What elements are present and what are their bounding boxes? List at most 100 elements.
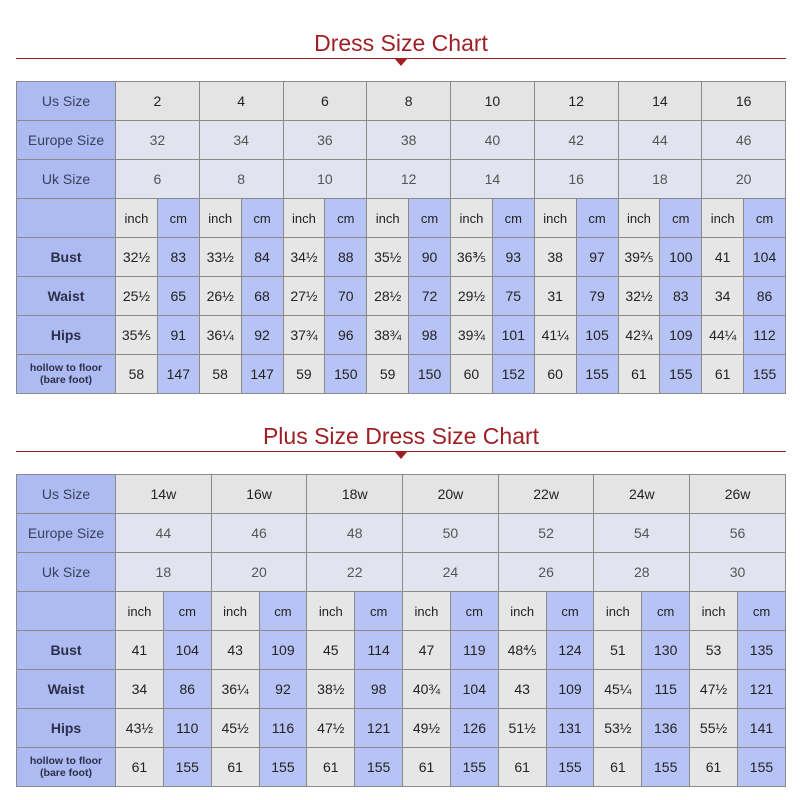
inch-cell: 38¾ bbox=[366, 315, 410, 355]
cm-cell: 155 bbox=[743, 354, 786, 394]
inch-cell: 25½ bbox=[115, 276, 158, 316]
inch-cell: 60 bbox=[450, 354, 493, 394]
cm-cell: 84 bbox=[240, 237, 284, 277]
title-rule bbox=[16, 58, 786, 71]
cm-cell: 155 bbox=[449, 747, 499, 787]
cm-cell: 155 bbox=[162, 747, 212, 787]
inch-cell: 58 bbox=[115, 354, 158, 394]
inch-cell: 58 bbox=[198, 354, 242, 394]
size-cell: 22w bbox=[497, 474, 595, 514]
label-line: Waist bbox=[47, 288, 85, 304]
cm-cell: 114 bbox=[354, 630, 404, 670]
row-label: hollow to floor (bare foot) bbox=[16, 354, 116, 394]
cm-cell: 112 bbox=[743, 315, 786, 355]
inch-cell: 36¼ bbox=[198, 315, 242, 355]
inch-cell: 40¾ bbox=[402, 669, 451, 709]
row-label: Bust bbox=[16, 630, 116, 670]
cm-cell: 155 bbox=[736, 747, 787, 787]
cm-cell: 110 bbox=[162, 708, 212, 748]
size-cell: 34 bbox=[198, 120, 284, 160]
cm-cell: 104 bbox=[743, 237, 786, 277]
cm-cell: 121 bbox=[736, 669, 787, 709]
size-cell: 38 bbox=[366, 120, 451, 160]
unit-cell: cm bbox=[449, 591, 499, 631]
size-cell: 26w bbox=[689, 474, 786, 514]
row-label bbox=[16, 198, 116, 238]
cm-cell: 150 bbox=[408, 354, 451, 394]
measure-row: hollow to floor (bare foot) 61 155 61 155 61 15… bbox=[16, 747, 787, 787]
measure-row: Bust 41 104 43 109 45 114 47 119 48⅘ 124 51 130 53 135 bbox=[16, 630, 787, 670]
cm-cell: 121 bbox=[354, 708, 404, 748]
cm-cell: 141 bbox=[736, 708, 787, 748]
inch-cell: 34 bbox=[115, 669, 164, 709]
cm-cell: 104 bbox=[449, 669, 499, 709]
cm-cell: 147 bbox=[240, 354, 284, 394]
size-row: Us Size 2 4 6 8 10 12 14 16 bbox=[16, 81, 786, 121]
size-cell: 46 bbox=[701, 120, 786, 160]
inch-cell: 41 bbox=[115, 630, 164, 670]
unit-row: inch cm inch cm inch cm inch cm inch cm inch cm inch… bbox=[16, 198, 786, 238]
size-table: Us Size 2 4 6 8 10 12 14 16 Europe Size 32 34 36 38 40… bbox=[16, 81, 786, 394]
cm-cell: 155 bbox=[659, 354, 703, 394]
inch-cell: 59 bbox=[282, 354, 326, 394]
size-cell: 8 bbox=[198, 159, 284, 199]
size-cell: 26 bbox=[497, 552, 595, 592]
cm-cell: 126 bbox=[449, 708, 499, 748]
inch-cell: 28½ bbox=[366, 276, 410, 316]
inch-cell: 44¼ bbox=[701, 315, 745, 355]
unit-cell: cm bbox=[162, 591, 212, 631]
row-label: Waist bbox=[16, 669, 116, 709]
inch-cell: 45½ bbox=[210, 708, 260, 748]
cm-cell: 98 bbox=[408, 315, 451, 355]
unit-cell: inch bbox=[366, 198, 410, 238]
label-line: (bare foot) bbox=[40, 374, 92, 386]
size-cell: 20 bbox=[701, 159, 786, 199]
inch-cell: 51½ bbox=[497, 708, 547, 748]
cm-cell: 155 bbox=[641, 747, 691, 787]
size-cell: 44 bbox=[115, 513, 212, 553]
cm-cell: 72 bbox=[408, 276, 451, 316]
chart-title: Plus Size Dress Size Chart bbox=[262, 423, 540, 449]
cm-cell: 70 bbox=[324, 276, 368, 316]
size-row: Europe Size 32 34 36 38 40 42 44 46 bbox=[16, 120, 786, 160]
size-cell: 40 bbox=[450, 120, 535, 160]
row-label: hollow to floor (bare foot) bbox=[16, 747, 116, 787]
inch-cell: 38½ bbox=[306, 669, 356, 709]
cm-cell: 86 bbox=[743, 276, 786, 316]
inch-cell: 38 bbox=[533, 237, 577, 277]
inch-cell: 61 bbox=[497, 747, 547, 787]
size-row: Us Size 14w 16w 18w 20w 22w 24w 26w bbox=[16, 474, 786, 514]
size-cell: 18 bbox=[115, 552, 212, 592]
size-cell: 16 bbox=[533, 159, 619, 199]
label-line: Bust bbox=[50, 249, 82, 265]
unit-cell: cm bbox=[575, 198, 619, 238]
size-cell: 44 bbox=[617, 120, 703, 160]
inch-cell: 36¼ bbox=[210, 669, 260, 709]
cm-cell: 155 bbox=[575, 354, 619, 394]
size-cell: 32 bbox=[115, 120, 200, 160]
cm-cell: 147 bbox=[156, 354, 200, 394]
cm-cell: 105 bbox=[575, 315, 619, 355]
inch-cell: 47½ bbox=[689, 669, 738, 709]
size-cell: 12 bbox=[366, 159, 451, 199]
inch-cell: 61 bbox=[306, 747, 356, 787]
inch-cell: 61 bbox=[402, 747, 451, 787]
size-cell: 20 bbox=[210, 552, 308, 592]
inch-cell: 61 bbox=[701, 354, 745, 394]
row-label: Europe Size bbox=[16, 120, 116, 160]
cm-cell: 83 bbox=[659, 276, 703, 316]
size-chart: Dress Size Chart Us Size 2 4 6 8 10 12 14 16 Europ… bbox=[16, 28, 786, 394]
unit-cell: inch bbox=[198, 198, 242, 238]
size-cell: 4 bbox=[198, 81, 284, 121]
cm-cell: 155 bbox=[354, 747, 404, 787]
inch-cell: 32½ bbox=[115, 237, 158, 277]
cm-cell: 109 bbox=[659, 315, 703, 355]
unit-cell: cm bbox=[408, 198, 451, 238]
cm-cell: 155 bbox=[258, 747, 308, 787]
inch-cell: 34 bbox=[701, 276, 745, 316]
measure-row: Waist 25½ 65 26½ 68 27½ 70 28½ 72 29½ 75 31 79 32½ 83 3… bbox=[16, 276, 786, 316]
size-cell: 42 bbox=[533, 120, 619, 160]
size-cell: 28 bbox=[593, 552, 691, 592]
size-cell: 46 bbox=[210, 513, 308, 553]
cm-cell: 92 bbox=[258, 669, 308, 709]
